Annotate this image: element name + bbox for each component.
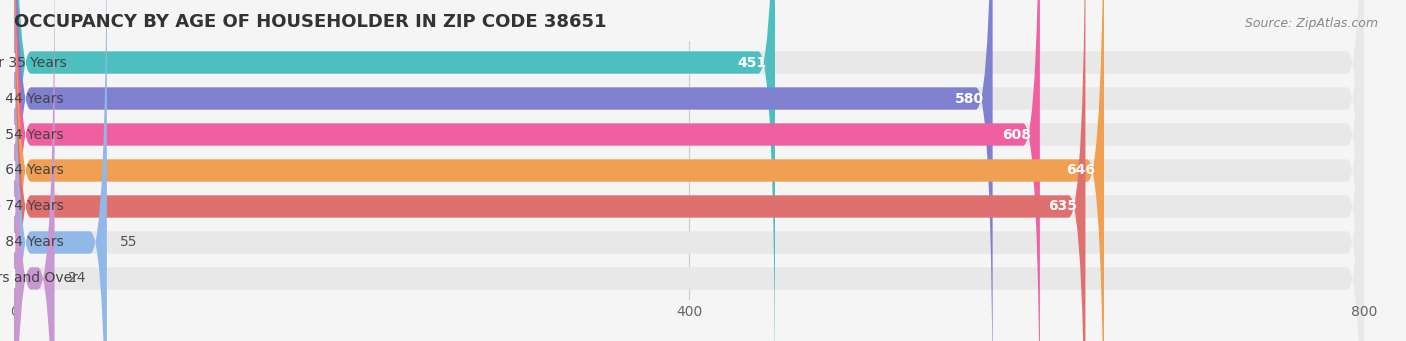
Text: 65 to 74 Years: 65 to 74 Years bbox=[0, 199, 63, 213]
Text: 45 to 54 Years: 45 to 54 Years bbox=[0, 128, 63, 142]
FancyBboxPatch shape bbox=[14, 0, 1085, 341]
FancyBboxPatch shape bbox=[14, 0, 107, 341]
Text: 55: 55 bbox=[121, 236, 138, 250]
FancyBboxPatch shape bbox=[14, 0, 1364, 341]
Text: 55 to 64 Years: 55 to 64 Years bbox=[0, 163, 63, 178]
FancyBboxPatch shape bbox=[14, 0, 1364, 341]
FancyBboxPatch shape bbox=[14, 0, 1364, 341]
FancyBboxPatch shape bbox=[14, 0, 1104, 341]
Text: 75 to 84 Years: 75 to 84 Years bbox=[0, 236, 63, 250]
FancyBboxPatch shape bbox=[14, 0, 1364, 341]
Text: 451: 451 bbox=[737, 56, 766, 70]
Text: 635: 635 bbox=[1047, 199, 1077, 213]
FancyBboxPatch shape bbox=[14, 0, 1040, 341]
Text: 608: 608 bbox=[1002, 128, 1032, 142]
Text: 646: 646 bbox=[1067, 163, 1095, 178]
Text: 580: 580 bbox=[955, 91, 984, 105]
FancyBboxPatch shape bbox=[14, 0, 1364, 341]
FancyBboxPatch shape bbox=[14, 0, 1364, 341]
FancyBboxPatch shape bbox=[14, 0, 993, 341]
FancyBboxPatch shape bbox=[14, 0, 775, 341]
FancyBboxPatch shape bbox=[14, 0, 55, 341]
Text: 24: 24 bbox=[67, 271, 86, 285]
Text: Under 35 Years: Under 35 Years bbox=[0, 56, 66, 70]
Text: OCCUPANCY BY AGE OF HOUSEHOLDER IN ZIP CODE 38651: OCCUPANCY BY AGE OF HOUSEHOLDER IN ZIP C… bbox=[14, 13, 606, 31]
Text: 35 to 44 Years: 35 to 44 Years bbox=[0, 91, 63, 105]
Text: Source: ZipAtlas.com: Source: ZipAtlas.com bbox=[1244, 17, 1378, 30]
FancyBboxPatch shape bbox=[14, 0, 1364, 341]
Text: 85 Years and Over: 85 Years and Over bbox=[0, 271, 77, 285]
